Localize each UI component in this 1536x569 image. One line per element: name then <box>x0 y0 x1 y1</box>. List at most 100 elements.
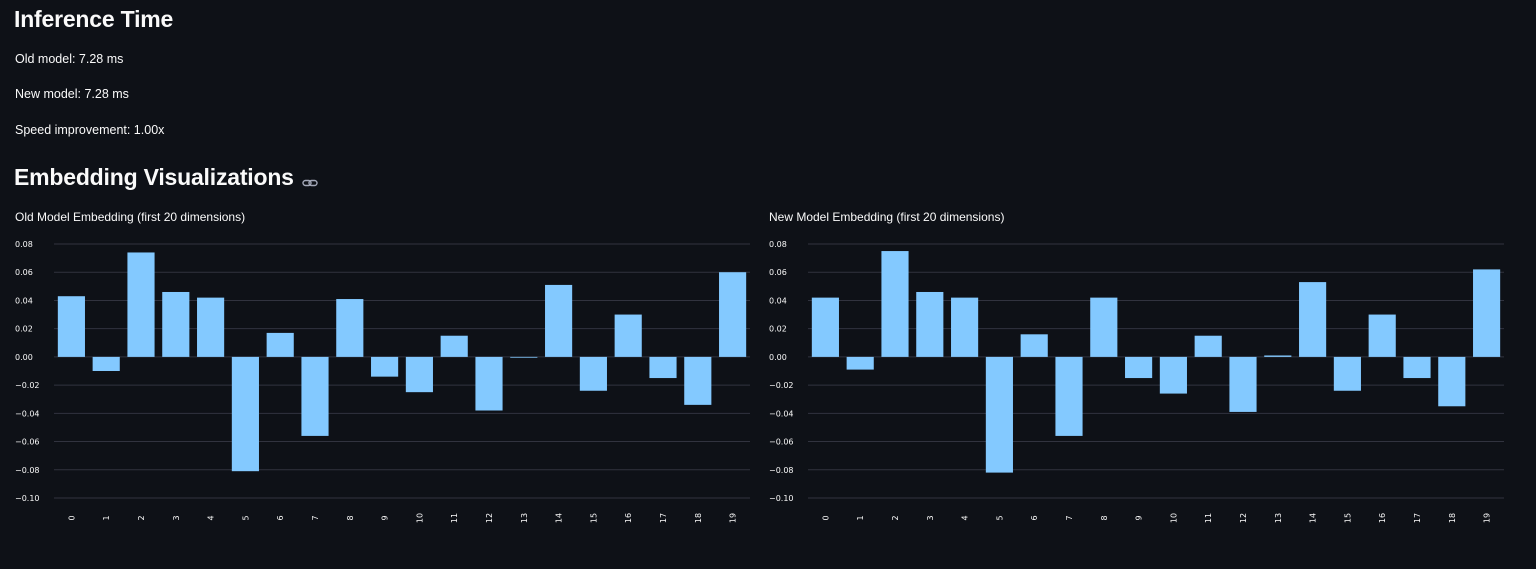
x-tick-label: 18 <box>1448 513 1457 523</box>
x-tick-label: 13 <box>520 513 529 523</box>
x-tick-label: 9 <box>381 515 390 520</box>
x-tick-label: 8 <box>346 515 355 520</box>
x-tick-label: 4 <box>961 515 970 520</box>
y-tick-label: −0.08 <box>769 466 794 475</box>
y-tick-label: −0.08 <box>15 466 40 475</box>
x-tick-label: 13 <box>1274 513 1283 523</box>
bar <box>1403 356 1431 379</box>
x-tick-label: 11 <box>450 513 459 523</box>
new-embedding-chart-svg: 0.08 0.06 0.04 0.02 0.00 −0.02 −0.04 −0.06 −0.08… <box>769 240 1504 523</box>
inference-time-heading: Inference Time <box>14 6 174 32</box>
bar <box>649 356 677 379</box>
x-tick-label: 19 <box>729 513 738 523</box>
bar <box>405 356 433 393</box>
bar <box>92 356 120 371</box>
new-embedding-chart-title: New Model Embedding (first 20 dimensions… <box>769 210 1005 224</box>
x-tick-label: 6 <box>1030 515 1039 520</box>
bar <box>371 356 399 377</box>
old-embedding-chart-title: Old Model Embedding (first 20 dimensions… <box>15 210 246 224</box>
x-tick-label: 0 <box>67 515 76 520</box>
x-tick-label: 15 <box>589 513 598 523</box>
x-tick-label: 3 <box>172 515 181 520</box>
x-tick-label: 9 <box>1135 515 1144 520</box>
x-tick-label: 18 <box>694 513 703 523</box>
y-tick-label: −0.04 <box>769 409 794 418</box>
x-tick-label: 14 <box>1309 513 1318 523</box>
x-tick-label: 3 <box>926 515 935 520</box>
x-tick-label: 2 <box>137 515 146 520</box>
x-tick-label: 7 <box>311 515 320 520</box>
bar <box>1368 314 1396 357</box>
bar <box>881 251 909 357</box>
y-tick-label: 0.06 <box>15 268 33 277</box>
y-tick-label: 0.08 <box>769 240 787 249</box>
bar <box>1333 356 1361 391</box>
y-tick-label: −0.04 <box>15 409 40 418</box>
x-tick-label: 8 <box>1100 515 1109 520</box>
x-tick-label: 16 <box>624 513 633 523</box>
bar <box>510 356 538 358</box>
x-tick-label: 19 <box>1483 513 1492 523</box>
bar <box>231 356 259 472</box>
x-tick-label: 17 <box>659 513 668 523</box>
bar <box>1055 356 1083 436</box>
x-tick-label: 11 <box>1204 513 1213 523</box>
speed-improvement: Speed improvement: 1.00x <box>15 123 165 137</box>
x-tick-label: 5 <box>995 515 1004 520</box>
x-tick-label: 0 <box>821 515 830 520</box>
old-embedding-chart: 0.08 0.06 0.04 0.02 0.00 −0.02 −0.04 −0.06 −0.08… <box>10 232 760 532</box>
y-tick-label: −0.06 <box>769 438 794 447</box>
y-tick-label: 0.06 <box>769 268 787 277</box>
x-tick-label: 10 <box>1169 513 1178 523</box>
bar <box>1194 335 1222 357</box>
bar <box>1125 356 1153 379</box>
bar <box>1159 356 1187 394</box>
bar <box>336 299 364 357</box>
x-tick-label: 4 <box>207 515 216 520</box>
bar <box>440 335 468 357</box>
bar <box>545 284 573 357</box>
y-tick-label: 0.04 <box>769 296 787 305</box>
new-embedding-chart: 0.08 0.06 0.04 0.02 0.00 −0.02 −0.04 −0.06 −0.08… <box>764 232 1514 532</box>
y-tick-label: 0.02 <box>769 325 787 334</box>
bar <box>1229 356 1257 412</box>
bar <box>475 356 503 411</box>
bar <box>162 291 190 357</box>
bar <box>1264 355 1292 357</box>
bar <box>1438 356 1466 407</box>
y-tick-label: −0.02 <box>769 381 794 390</box>
x-tick-label: 12 <box>485 513 494 523</box>
old-embedding-chart-svg: 0.08 0.06 0.04 0.02 0.00 −0.02 −0.04 −0.06 −0.08… <box>15 240 750 523</box>
y-tick-label: 0.00 <box>769 353 787 362</box>
x-tick-label: 1 <box>856 515 865 520</box>
bar <box>579 356 607 391</box>
bar <box>1020 334 1048 357</box>
bar <box>846 356 874 370</box>
bar <box>266 332 294 357</box>
bar <box>811 297 839 357</box>
bar <box>916 291 944 357</box>
embedding-heading-text: Embedding Visualizations <box>14 164 294 190</box>
link-icon[interactable] <box>302 170 318 186</box>
x-tick-label: 1 <box>102 515 111 520</box>
y-tick-label: 0.00 <box>15 353 33 362</box>
x-tick-label: 16 <box>1378 513 1387 523</box>
y-tick-label: −0.06 <box>15 438 40 447</box>
x-tick-label: 5 <box>241 515 250 520</box>
y-tick-label: 0.02 <box>15 325 33 334</box>
bar <box>127 252 155 357</box>
old-model-time: Old model: 7.28 ms <box>15 52 124 66</box>
x-tick-label: 10 <box>415 513 424 523</box>
bar <box>57 296 85 357</box>
x-tick-label: 6 <box>276 515 285 520</box>
x-tick-label: 15 <box>1343 513 1352 523</box>
bar <box>197 297 225 357</box>
bar <box>1473 269 1501 357</box>
bar <box>1090 297 1118 357</box>
y-tick-label: 0.08 <box>15 240 33 249</box>
x-tick-label: 2 <box>891 515 900 520</box>
bar <box>719 272 747 357</box>
new-model-time: New model: 7.28 ms <box>15 87 129 101</box>
x-tick-label: 14 <box>555 513 564 523</box>
